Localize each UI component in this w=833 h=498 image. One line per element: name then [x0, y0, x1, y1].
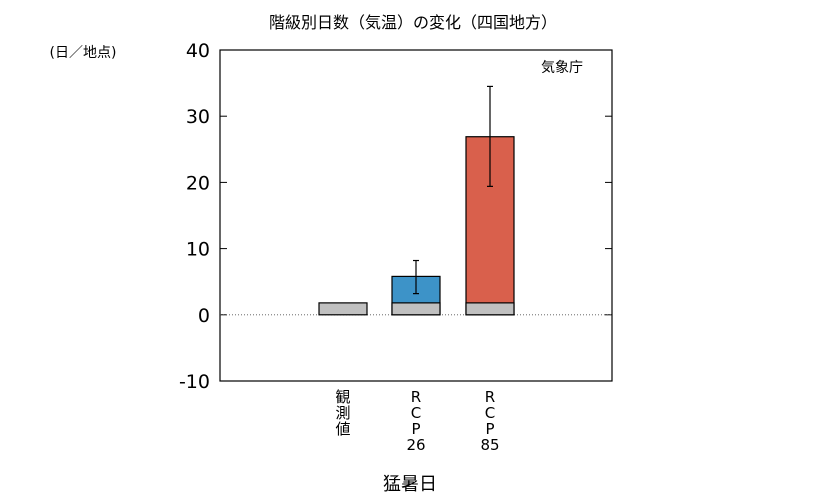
category-label-line: 値 [335, 420, 350, 438]
bar-baseline-2 [465, 302, 515, 316]
y-tick-label: 10 [186, 239, 210, 261]
chart-title: 階級別日数（気温）の変化（四国地方） [269, 13, 557, 32]
category-label-line: P [485, 420, 494, 438]
category-label-line: C [485, 404, 495, 422]
y-tick-label: 40 [186, 40, 210, 62]
y-tick-label: -10 [179, 371, 210, 393]
category-label-line: 測 [335, 404, 350, 422]
source-label: 気象庁 [541, 60, 583, 76]
y-tick-label: 0 [198, 305, 210, 327]
y-ticks: -10 0 10 20 30 40 [179, 40, 612, 393]
bar-0 [318, 302, 368, 316]
category-label-line: 観 [335, 388, 350, 406]
error-bar-2 [487, 85, 493, 187]
category-label-0: 観測値 [335, 388, 350, 438]
category-label-line: C [411, 404, 421, 422]
y-tick-label: 30 [186, 106, 210, 128]
x-axis-label: 猛暑日 [383, 474, 437, 495]
category-label-line: 26 [406, 436, 425, 454]
category-label-line: R [411, 388, 421, 406]
plot-frame [219, 49, 613, 382]
y-tick-label: 20 [186, 172, 210, 194]
category-label-line: R [485, 388, 495, 406]
category-label-line: 85 [480, 436, 499, 454]
bar-baseline-1 [391, 302, 441, 316]
category-label-line: P [411, 420, 420, 438]
error-bar-1 [413, 259, 419, 295]
y-axis-label: (日／地点) [50, 45, 117, 61]
error-bars [413, 85, 493, 295]
